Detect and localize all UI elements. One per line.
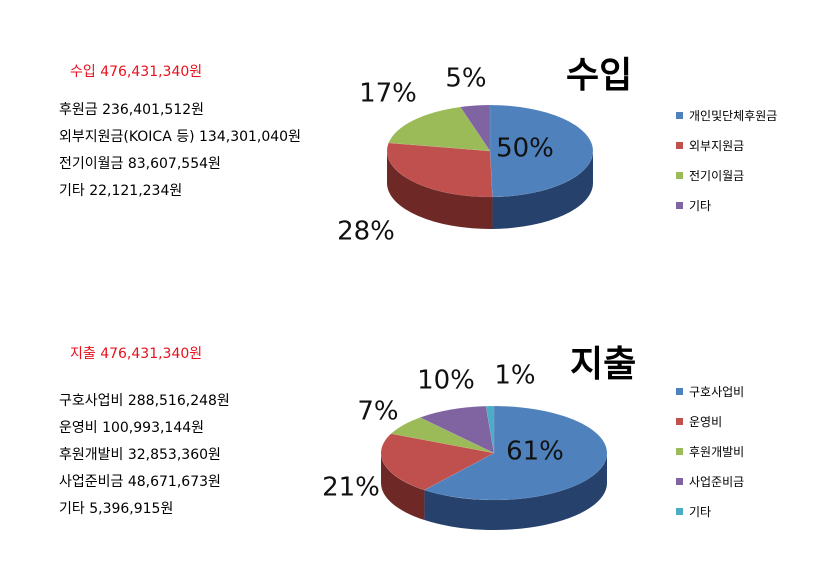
expense-legend-item: 운영비	[676, 406, 744, 436]
expense-legend-item: 기타	[676, 496, 744, 526]
legend-swatch	[676, 171, 683, 179]
income-legend-label: 전기이월금	[689, 168, 745, 183]
income-legend-label: 외부지원금	[689, 138, 745, 153]
legend-swatch	[676, 387, 683, 395]
expense-legend-label: 사업준비금	[689, 474, 745, 489]
income-slice-side	[387, 151, 493, 229]
expense-legend-item: 후원개발비	[676, 436, 744, 466]
expense-slice	[390, 417, 495, 454]
expense-data-label: 7%	[357, 397, 398, 427]
income-legend-label: 기타	[689, 198, 712, 213]
income-legend: 개인및단체후원금 외부지원금 전기이월금 기타	[676, 100, 777, 220]
expense-pie: 61% 21% 7% 10% 1%	[322, 361, 608, 530]
legend-swatch	[676, 507, 683, 515]
income-legend-item: 전기이월금	[676, 160, 777, 190]
expense-legend-label: 기타	[689, 504, 712, 519]
expense-line-reserve: 사업준비금 48,671,673원	[59, 474, 221, 490]
expense-data-label: 61%	[506, 437, 564, 467]
expense-legend-item: 구호사업비	[676, 376, 744, 406]
expense-line-other: 기타 5,396,915원	[59, 501, 174, 517]
legend-swatch	[676, 141, 683, 149]
income-legend-label: 개인및단체후원금	[689, 108, 778, 123]
expense-slice	[485, 405, 495, 454]
expense-data-label: 10%	[417, 366, 475, 396]
expense-slice-side	[380, 453, 425, 521]
income-legend-item: 외부지원금	[676, 130, 777, 160]
legend-swatch	[676, 477, 683, 485]
income-line-donations: 후원금 236,401,512원	[59, 102, 205, 118]
income-slice	[388, 106, 491, 152]
income-data-label: 17%	[359, 79, 417, 109]
expense-legend-label: 후원개발비	[689, 444, 745, 459]
income-legend-item: 개인및단체후원금	[676, 100, 777, 130]
income-pie: 50% 28% 17% 5%	[337, 64, 594, 247]
expense-legend: 구호사업비 운영비 후원개발비 사업준비금 기타	[676, 376, 744, 526]
expense-total: 지출 476,431,340원	[70, 346, 203, 362]
expense-data-label: 1%	[494, 361, 535, 391]
expense-line-relief: 구호사업비 288,516,248원	[59, 393, 230, 409]
income-slice	[489, 104, 594, 198]
expense-breakdown: 구호사업비 288,516,248원 운영비 100,993,144원 후원개발…	[59, 388, 309, 523]
expense-legend-label: 구호사업비	[689, 384, 745, 399]
income-slice	[386, 142, 493, 198]
income-section: 수입 476,431,340원 후원금 236,401,512원 외부지원금(K…	[0, 0, 822, 286]
income-line-carryover: 전기이월금 83,607,554원	[59, 156, 221, 172]
expense-section: 지출 476,431,340원 구호사업비 288,516,248원 운영비 1…	[0, 286, 822, 572]
income-slice	[459, 104, 491, 152]
expense-data-label: 21%	[322, 473, 380, 503]
legend-swatch	[676, 447, 683, 455]
expense-slice	[419, 405, 495, 454]
income-legend-item: 기타	[676, 190, 777, 220]
expense-slice	[423, 405, 608, 501]
income-slice-side	[492, 151, 593, 229]
legend-swatch	[676, 417, 683, 425]
income-data-label: 50%	[496, 134, 554, 164]
income-data-label: 28%	[337, 217, 395, 247]
income-total: 수입 476,431,340원	[70, 64, 203, 80]
income-line-other: 기타 22,121,234원	[59, 183, 183, 199]
expense-slice	[380, 433, 495, 491]
expense-chart-title: 지출	[570, 344, 637, 385]
expense-line-operations: 운영비 100,993,144원	[59, 420, 205, 436]
expense-line-fundraising: 후원개발비 32,853,360원	[59, 447, 221, 463]
income-chart-title: 수입	[566, 55, 633, 96]
income-line-external: 외부지원금(KOICA 등) 134,301,040원	[59, 129, 301, 145]
income-breakdown: 후원금 236,401,512원 외부지원금(KOICA 등) 134,301,…	[59, 97, 309, 205]
expense-legend-label: 운영비	[689, 414, 723, 429]
legend-swatch	[676, 111, 683, 119]
legend-swatch	[676, 201, 683, 209]
expense-slice-side	[424, 453, 607, 530]
expense-legend-item: 사업준비금	[676, 466, 744, 496]
income-data-label: 5%	[445, 64, 486, 94]
